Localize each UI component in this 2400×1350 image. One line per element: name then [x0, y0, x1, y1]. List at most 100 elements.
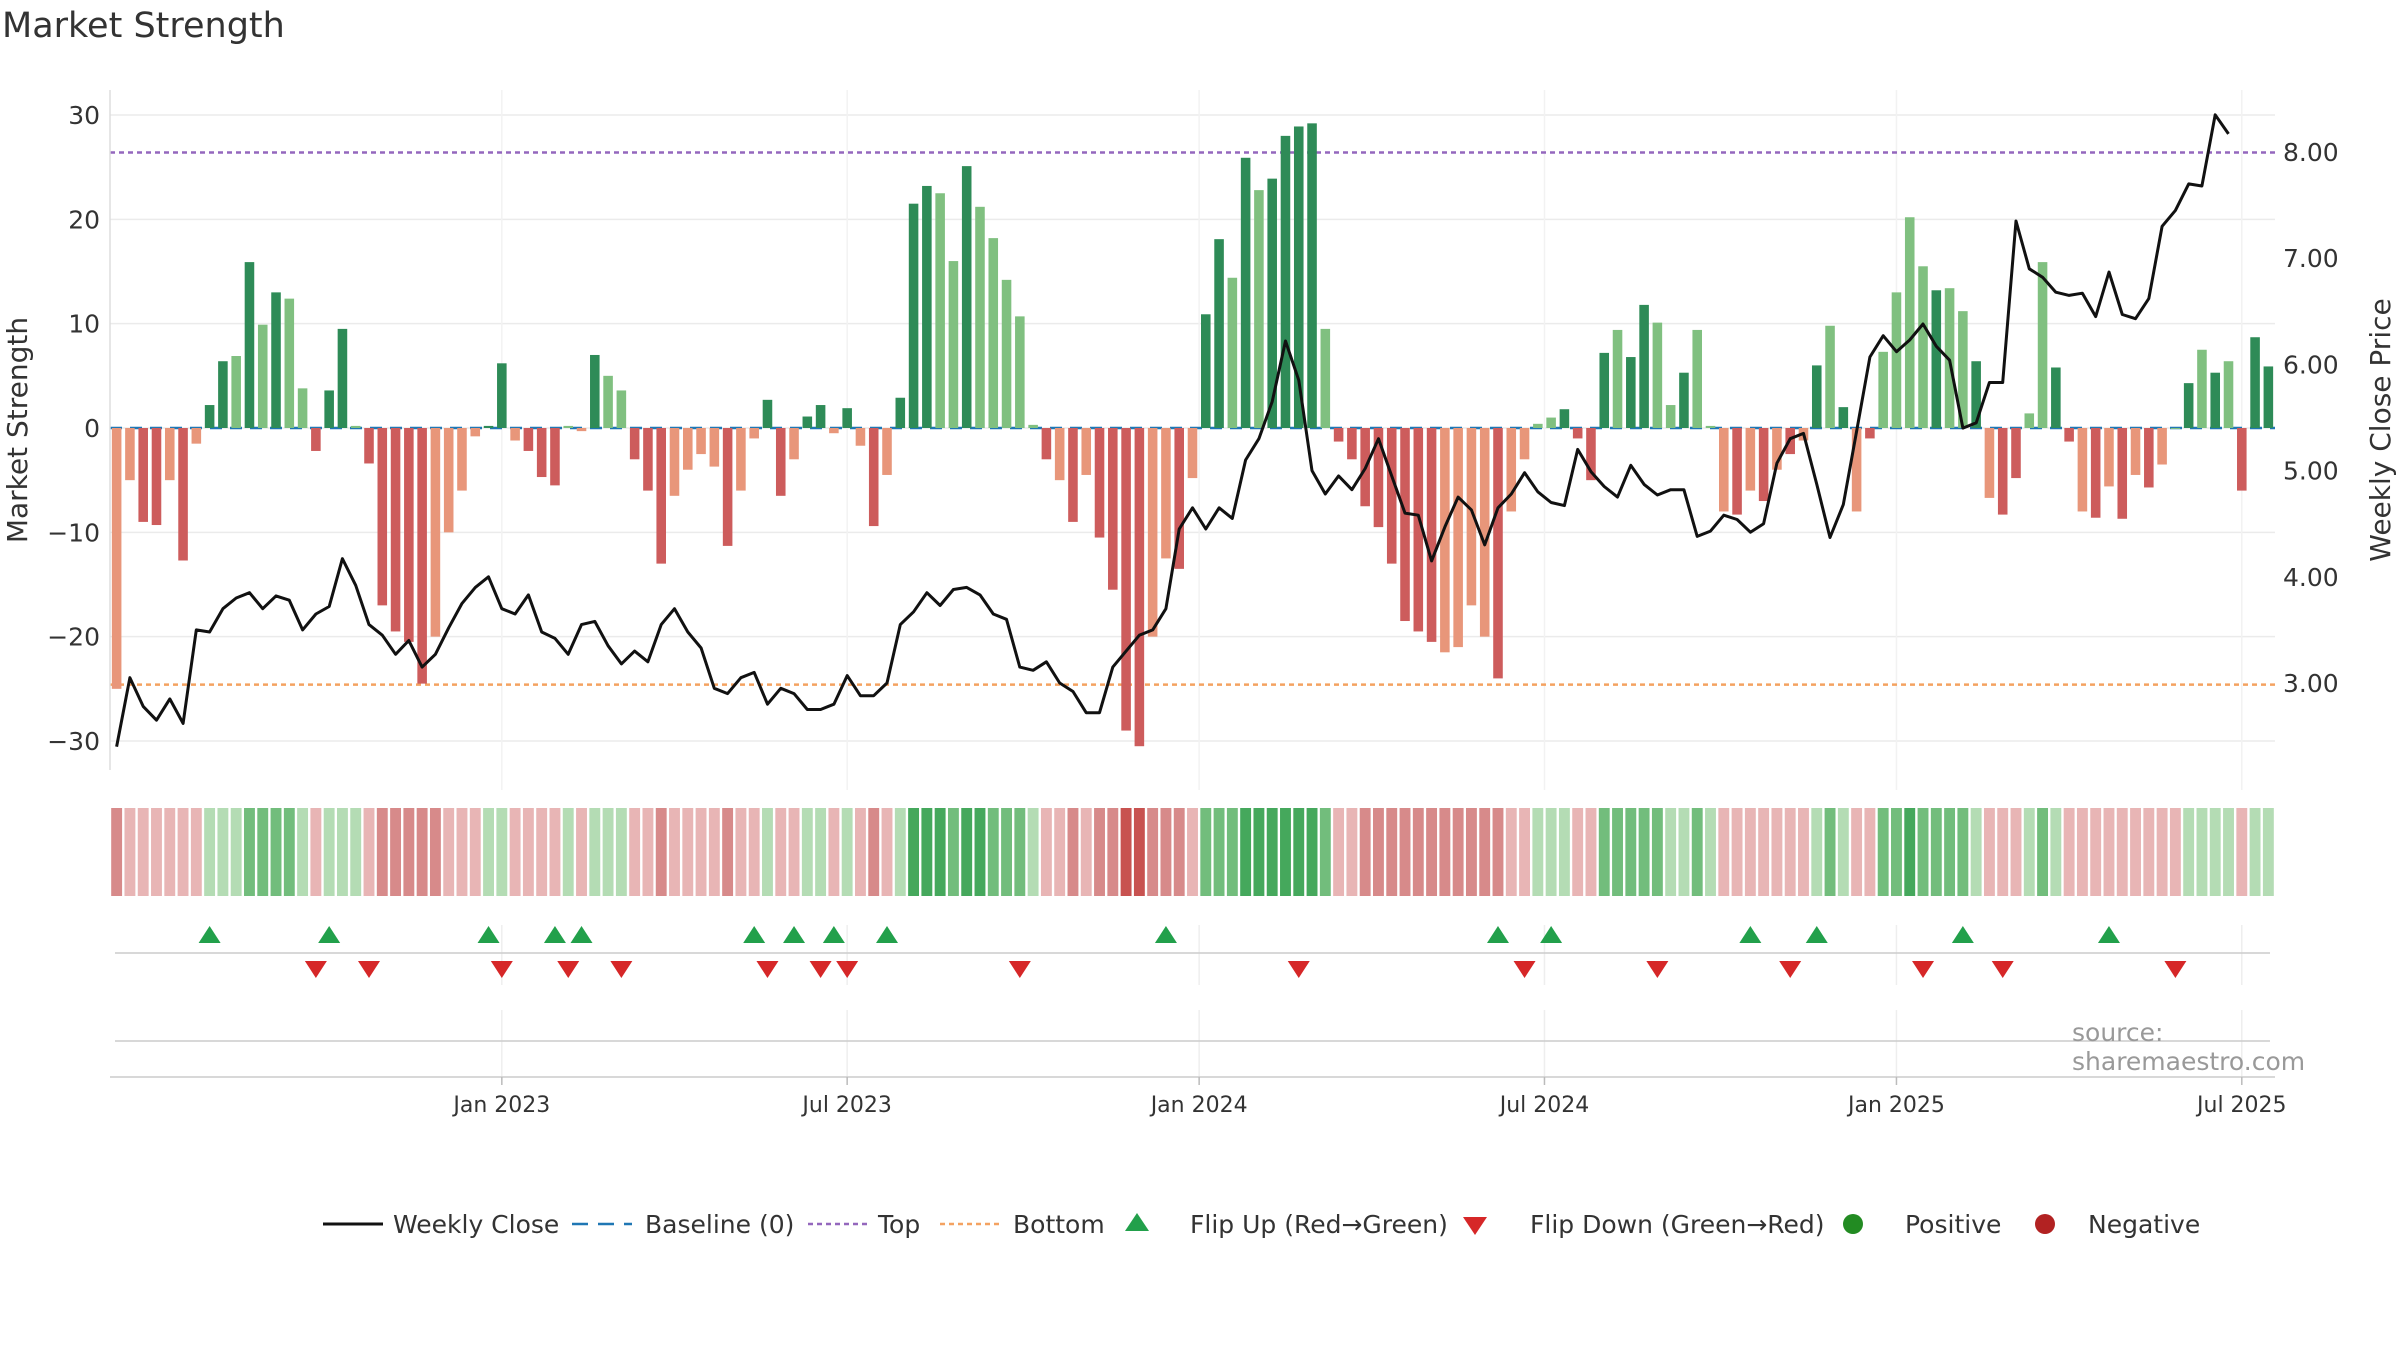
heat-cell — [1997, 808, 2009, 896]
heat-cell — [669, 808, 680, 896]
strength-bar — [1984, 428, 1995, 498]
heat-cell — [841, 808, 853, 896]
strength-bar — [1201, 314, 1211, 428]
heat-cell — [2076, 808, 2088, 896]
heat-cell — [1798, 808, 1809, 896]
x-tick-label: Jan 2023 — [451, 1093, 550, 1118]
strength-bar — [1891, 292, 1902, 428]
heat-cell — [987, 808, 999, 896]
strength-bar — [1918, 266, 1928, 428]
strength-bar — [390, 428, 401, 632]
strength-bar — [2064, 428, 2074, 442]
y2-tick-label: 8.00 — [2283, 138, 2339, 167]
strength-bar — [802, 416, 813, 428]
heat-cell — [1585, 808, 1597, 896]
heat-cell — [1891, 808, 1902, 896]
strength-bars — [111, 123, 2274, 747]
strength-bar — [1705, 425, 1716, 428]
strength-bar — [576, 428, 587, 432]
strength-bar — [178, 428, 188, 561]
legend-flip-up-symbol — [1125, 1213, 1149, 1231]
heat-cell — [801, 808, 813, 896]
heat-cell — [1731, 808, 1743, 896]
strength-bar — [1626, 357, 1636, 428]
heat-cell — [1771, 808, 1783, 896]
strength-bar — [1758, 428, 1769, 502]
strength-bar — [2011, 428, 2021, 479]
heat-cell — [350, 808, 362, 896]
strength-bar — [908, 203, 919, 428]
heat-cell — [1612, 808, 1623, 896]
strength-bar — [1041, 428, 1052, 460]
heat-cell — [244, 808, 255, 896]
heat-cell — [1705, 808, 1716, 896]
source-credit: source: sharemaestro.com — [2072, 1018, 2306, 1076]
heat-cell — [469, 808, 481, 896]
heatmap-strip — [111, 808, 2274, 896]
heat-cell — [257, 808, 269, 896]
strength-bar — [1320, 328, 1331, 428]
strength-bar — [2024, 413, 2035, 428]
heat-cell — [908, 808, 920, 896]
strength-bar — [1214, 239, 1224, 428]
heat-cell — [2037, 808, 2049, 896]
flip-down-marker — [304, 961, 327, 978]
heat-cell — [961, 808, 973, 896]
y-tick-label: 10 — [68, 310, 100, 339]
strength-bar — [1679, 372, 1689, 428]
heat-cell — [1426, 808, 1438, 896]
flip-down-marker — [1287, 961, 1310, 978]
strength-bar — [961, 166, 972, 428]
strength-bar — [1533, 423, 1543, 428]
heat-cell — [828, 808, 840, 896]
strength-bar — [882, 428, 892, 475]
grid-lines — [110, 90, 2275, 1080]
strength-bar — [1479, 428, 1490, 637]
strength-bar — [2130, 428, 2141, 475]
strength-bar — [815, 405, 826, 428]
heat-cell — [1904, 808, 1916, 896]
strength-bar — [2250, 337, 2260, 428]
heat-cell — [496, 808, 508, 896]
strength-bar — [1639, 304, 1649, 428]
legend-label: Bottom — [1013, 1210, 1105, 1239]
heat-cell — [947, 808, 959, 896]
strength-bar — [1347, 428, 1357, 460]
flip-down-marker — [809, 961, 832, 978]
heat-cell — [111, 808, 123, 896]
heat-cell — [1572, 808, 1584, 896]
strength-bar — [775, 428, 786, 496]
strength-bar — [1612, 329, 1623, 428]
strength-bar — [789, 428, 799, 460]
strength-bar — [417, 428, 427, 684]
strength-bar — [696, 428, 706, 455]
strength-bar — [2237, 428, 2247, 491]
strength-bar — [895, 397, 906, 428]
strength-bar — [1267, 178, 1277, 428]
y-tick-label: 30 — [68, 101, 100, 130]
flip-up-marker — [543, 926, 566, 943]
heat-cell — [1917, 808, 1929, 896]
heat-cell — [2103, 808, 2115, 896]
heat-cell — [1306, 808, 1318, 896]
strength-bar — [1971, 361, 1981, 428]
heat-cell — [1439, 808, 1451, 896]
heat-cell — [1266, 808, 1278, 896]
heat-cell — [2143, 808, 2155, 896]
strength-bar — [1586, 428, 1596, 481]
flip-up-marker — [783, 926, 806, 943]
strength-bar — [1293, 126, 1304, 428]
strength-bar — [590, 354, 600, 428]
strength-bar — [1373, 428, 1384, 528]
heat-cell — [868, 808, 880, 896]
heat-cell — [336, 808, 348, 896]
heat-cell — [204, 808, 216, 896]
strength-bar — [1838, 407, 1849, 428]
heat-cell — [1877, 808, 1889, 896]
legend-label: Negative — [2088, 1210, 2200, 1239]
heat-cell — [642, 808, 654, 896]
heat-cell — [1373, 808, 1384, 896]
y2-tick-label: 5.00 — [2283, 457, 2339, 486]
heat-cell — [722, 808, 734, 896]
heat-cell — [443, 808, 455, 896]
